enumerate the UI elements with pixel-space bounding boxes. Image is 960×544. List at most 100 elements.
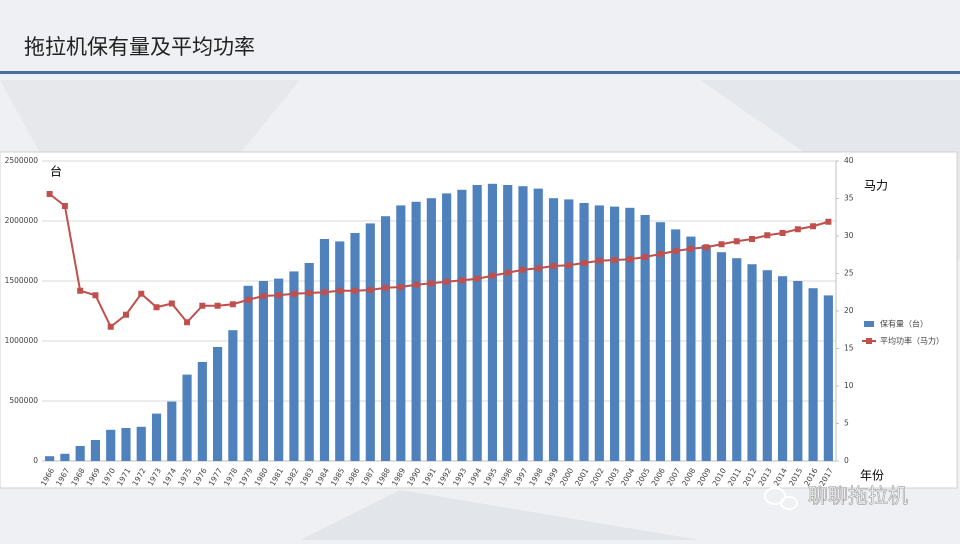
line-marker [306, 290, 313, 296]
bar [151, 413, 162, 461]
bar [411, 201, 421, 462]
bar [548, 198, 559, 461]
y-tick-label: 1500000 [5, 276, 39, 285]
bar [319, 239, 330, 461]
bar [90, 440, 101, 461]
line-marker [382, 284, 389, 291]
bar [808, 288, 818, 461]
bar [136, 426, 146, 461]
y-tick-label: 2000000 [5, 216, 39, 225]
bar [777, 276, 788, 461]
y-unit: 台 [50, 164, 62, 179]
legend-label: 平均功率（马力） [880, 336, 944, 346]
bar [762, 270, 772, 461]
line-marker [535, 265, 542, 272]
bar [274, 278, 284, 461]
wechat-icon [780, 496, 798, 510]
y2-tick-label: 25 [844, 269, 854, 278]
bar [472, 185, 482, 461]
bar [655, 222, 665, 461]
y2-tick-label: 15 [844, 344, 854, 353]
bg-shape [300, 490, 700, 540]
bar [503, 185, 513, 461]
bar [533, 188, 543, 461]
line-marker [672, 248, 679, 254]
bar [594, 205, 604, 461]
y-tick-label: 500000 [9, 396, 38, 405]
bar [60, 453, 70, 461]
line-marker [367, 287, 374, 293]
line-marker [565, 262, 572, 269]
line-marker [107, 323, 114, 330]
bar [426, 198, 436, 461]
wechat-icon [764, 487, 786, 505]
line-marker [77, 287, 84, 294]
line-marker [550, 263, 557, 269]
line-marker [519, 266, 526, 273]
line-marker [489, 272, 496, 279]
line-marker [229, 301, 236, 308]
bar [610, 206, 620, 461]
bar [121, 428, 131, 461]
line-marker [397, 284, 404, 290]
line-marker [611, 257, 618, 263]
line-marker [642, 254, 649, 260]
bar [182, 374, 192, 461]
line-marker [581, 260, 588, 266]
y2-tick-label: 30 [844, 231, 854, 240]
y2-unit: 马力 [864, 179, 888, 193]
bar [671, 229, 681, 461]
line-marker [428, 280, 435, 287]
line-marker [687, 245, 694, 252]
bar [45, 456, 55, 461]
line-marker [199, 302, 206, 309]
line-marker [122, 311, 129, 318]
bar [579, 203, 589, 461]
bar [823, 295, 833, 461]
bar [457, 189, 467, 462]
bar [258, 281, 268, 461]
line-marker [92, 292, 99, 299]
bar [564, 199, 574, 461]
bar [213, 347, 223, 461]
y2-tick-label: 10 [844, 381, 854, 390]
bar [686, 236, 696, 461]
bar [747, 264, 757, 461]
slide-title: 拖拉机保有量及平均功率 [24, 35, 255, 59]
bar [304, 263, 314, 461]
line-marker [138, 290, 145, 297]
bar [396, 205, 406, 461]
line-marker [214, 302, 221, 309]
bar [167, 401, 177, 461]
line-marker [184, 319, 191, 326]
y-tick-label: 1000000 [5, 336, 39, 345]
watermark-text: 聊聊拖拉机 [808, 484, 908, 508]
line-marker [352, 287, 359, 294]
line-marker [626, 256, 633, 263]
bar [625, 207, 635, 461]
bar [289, 271, 299, 461]
line-marker [321, 289, 328, 296]
line-marker [718, 241, 725, 248]
legend-label: 保有量（台） [880, 319, 928, 329]
y2-tick-label: 40 [844, 156, 854, 165]
bar [701, 245, 711, 461]
line-marker [810, 223, 817, 230]
line-marker [245, 296, 252, 303]
y-tick-label: 0 [33, 456, 38, 465]
line-marker [779, 230, 786, 236]
bar [365, 223, 375, 461]
y-tick-label: 2500000 [5, 156, 39, 165]
bar [75, 446, 85, 461]
line-marker [825, 218, 832, 225]
line-marker [596, 257, 603, 264]
line-marker [61, 203, 68, 209]
bar [442, 193, 452, 461]
bar [350, 233, 360, 461]
y2-tick-label: 35 [844, 194, 854, 203]
line-marker [46, 191, 53, 197]
bar [716, 252, 727, 461]
y2-tick-label: 0 [844, 456, 849, 465]
